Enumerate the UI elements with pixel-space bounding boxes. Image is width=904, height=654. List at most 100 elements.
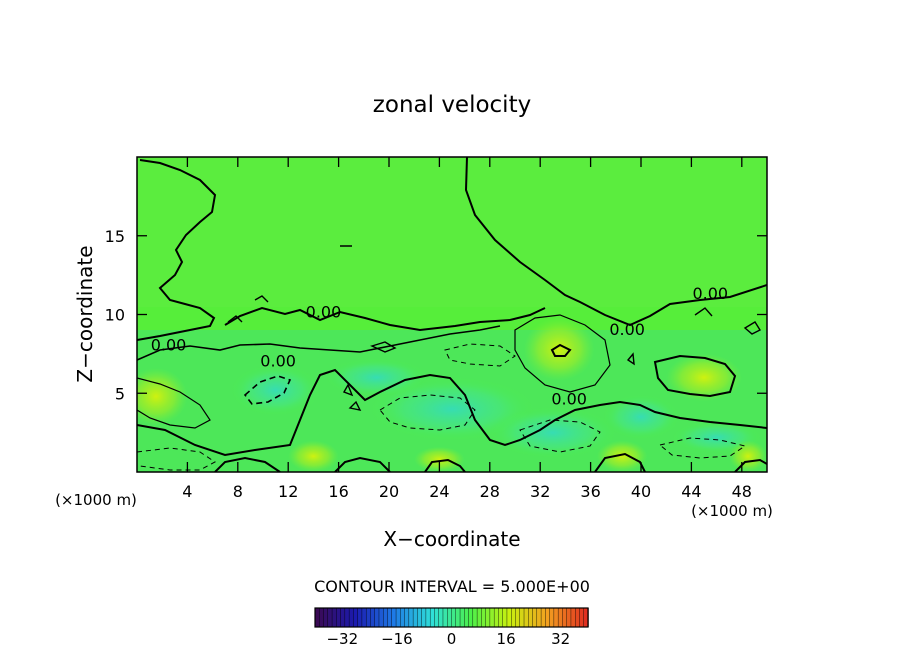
y-tick-label-5: 5 — [115, 384, 125, 403]
colorbar-segment — [553, 607, 559, 628]
x-tick-label-48: 48 — [732, 482, 752, 501]
colorbar-segment — [511, 607, 517, 628]
zero-contour-upper-right — [464, 157, 767, 327]
colorbar-segment — [519, 607, 525, 628]
y-axis-label: Z−coordinate — [73, 245, 97, 382]
colorbar-segment — [383, 607, 389, 628]
colorbar-segment — [344, 607, 350, 628]
colorbar-segment — [575, 607, 581, 628]
colorbar-segment — [536, 607, 542, 628]
colorbar-segment — [464, 607, 470, 628]
colorbar-segment — [579, 607, 585, 628]
pos-contour-left — [137, 377, 211, 429]
colorbar-segment — [391, 607, 397, 628]
colorbar-segment — [417, 607, 423, 628]
colorbar-segment — [357, 607, 363, 628]
colorbar-segment — [459, 607, 465, 628]
colorbar-segment — [515, 607, 521, 628]
upper-field — [137, 157, 767, 307]
x-tick-label-8: 8 — [233, 482, 243, 501]
colorbar-segment — [540, 607, 547, 628]
region-positive-8 — [137, 368, 188, 425]
contour-lines — [137, 157, 767, 472]
colorbar-tick-label: −16 — [381, 630, 413, 648]
x-tick-label-36: 36 — [580, 482, 600, 501]
region-positive-6 — [666, 353, 742, 402]
colorbar-segment — [502, 607, 508, 628]
colorbar-segment — [387, 607, 393, 628]
colorbar-segment — [549, 607, 555, 628]
colorbar-segment — [570, 607, 576, 628]
pos-contour-center — [514, 314, 611, 393]
colorbar-segment — [442, 607, 448, 628]
colorbar-segment — [340, 607, 346, 628]
x-axis-label: X−coordinate — [383, 527, 520, 551]
x-tick-label-12: 12 — [278, 482, 298, 501]
colorbar-segment — [378, 607, 384, 628]
colorbar-segment — [481, 607, 487, 628]
colorbar-tick-label: 16 — [497, 630, 516, 648]
colorbar-segment — [365, 607, 372, 628]
colorbar-segment — [319, 607, 325, 628]
colorbar-segment — [468, 607, 474, 628]
region-positive-10 — [414, 446, 465, 472]
zero-contour-bottom — [214, 452, 767, 472]
x-unit-left: (×1000 m) — [55, 491, 137, 509]
colorbar-segment — [374, 607, 380, 628]
contour-interval-text: CONTOUR INTERVAL = 5.000E+00 — [314, 577, 590, 596]
colorbar-tick-label: 0 — [447, 630, 457, 648]
colorbar-segment — [412, 607, 419, 628]
colorbar-segment — [532, 607, 538, 628]
colorbar-frame — [314, 607, 589, 628]
y-tick-label-10: 10 — [105, 306, 125, 325]
colorbar-tick-label: 32 — [551, 630, 570, 648]
colorbar-segment — [528, 607, 534, 628]
colorbar-segment — [498, 607, 504, 628]
colorbar-segment — [336, 607, 342, 628]
region-positive-11 — [596, 440, 648, 472]
colorbar-segment — [323, 607, 329, 628]
contour-label-3: 0.00 — [609, 320, 645, 339]
x-tick-label-16: 16 — [328, 482, 348, 501]
contour-label-2: 0.00 — [260, 351, 296, 370]
colorbar: −32 −16 0 16 32 — [314, 607, 589, 648]
region-negative-3 — [603, 394, 679, 439]
colorbar-segment — [331, 607, 338, 628]
colorbar-segment — [408, 607, 414, 628]
colorbar-segment — [476, 607, 483, 628]
colorbar-segment — [485, 607, 491, 628]
contour-labels: 0.00 0.00 0.00 0.00 0.00 0.00 — [151, 284, 728, 409]
x-tick-label-20: 20 — [379, 482, 399, 501]
contour-label-1: 0.00 — [306, 303, 342, 322]
region-negative-2 — [489, 407, 616, 458]
chart-title: zonal velocity — [373, 92, 531, 118]
zero-contour-band — [137, 325, 501, 361]
colorbar-segment — [429, 607, 436, 628]
x-tick-label-40: 40 — [631, 482, 651, 501]
colorbar-segment — [400, 607, 406, 628]
pos-contour-right — [653, 354, 737, 398]
colorbar-segment — [472, 607, 478, 628]
colorbar-segment — [489, 607, 495, 628]
colorbar-segment — [404, 607, 410, 628]
y-tick-label-15: 15 — [105, 227, 125, 246]
x-tick-label-4: 4 — [182, 482, 192, 501]
colorbar-segment — [566, 607, 572, 628]
zero-contour-left — [137, 159, 217, 341]
colorbar-segment — [421, 607, 427, 628]
small-contour-islands — [227, 245, 762, 411]
neg-contour-dashed-4 — [137, 447, 216, 471]
neg-contour-dashed-6 — [444, 343, 516, 367]
x-tick-label-24: 24 — [429, 482, 449, 501]
contour-label-4: 0.00 — [692, 284, 728, 303]
x-tick-label-32: 32 — [530, 482, 550, 501]
contour-label-5: 0.00 — [551, 389, 587, 408]
colorbar-segment — [395, 607, 402, 628]
neg-contour-dashed-2 — [379, 394, 476, 431]
neg-contour-dashed-1 — [243, 375, 292, 405]
region-negative-1 — [370, 377, 534, 441]
colorbar-segment — [361, 607, 367, 628]
colorbar-segment — [434, 607, 440, 628]
colorbar-segment — [523, 607, 529, 628]
